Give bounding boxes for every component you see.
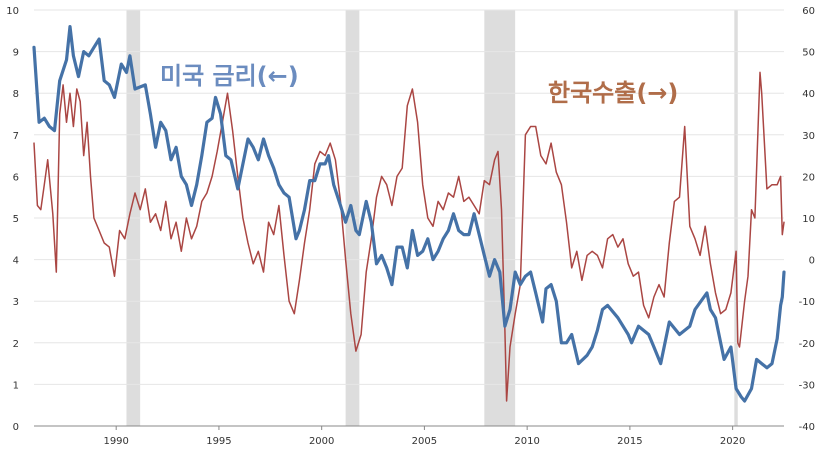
x-tick-label: 1990: [103, 436, 128, 447]
y-right-tick-label: 40: [802, 89, 815, 100]
y-right-tick-label: 0: [809, 256, 815, 267]
y-right-tick-label: 60: [802, 6, 815, 17]
x-tick-label: 2005: [412, 436, 437, 447]
annotation-exports: 한국수출(→): [548, 79, 678, 107]
y-left-tick-label: 1: [13, 380, 19, 391]
y-right-tick-label: -30: [799, 380, 815, 391]
y-right-tick-label: -20: [799, 339, 815, 350]
gridlines: [34, 9, 784, 385]
y-right-tick-label: -10: [799, 297, 815, 308]
y-left-tick-label: 8: [13, 89, 19, 100]
y-left-tick-label: 6: [13, 172, 19, 183]
x-tick-label: 2015: [617, 436, 642, 447]
x-tick-label: 2000: [309, 436, 334, 447]
y-left-tick-label: 5: [13, 214, 19, 225]
y-left-tick-label: 9: [13, 48, 19, 59]
y-left-tick-label: 4: [13, 256, 19, 267]
y-left-tick-label: 10: [6, 6, 19, 17]
series-line-rate: [32, 25, 786, 403]
x-tick-label: 2020: [720, 436, 745, 447]
y-right-tick-label: -40: [799, 422, 815, 433]
x-tick-label: 2010: [514, 436, 539, 447]
series-lines: [32, 25, 786, 403]
y-right-tick-label: 30: [802, 131, 815, 142]
x-tick-label: 1995: [206, 436, 231, 447]
y-left-tick-label: 0: [13, 422, 19, 433]
y-axis-left: 0 1 2 3 4 5 6 7 8 9 10: [6, 6, 19, 433]
y-right-tick-label: 50: [802, 48, 815, 59]
y-right-tick-label: 20: [802, 172, 815, 183]
y-left-tick-label: 7: [13, 131, 19, 142]
y-axis-right: -40 -30 -20 -10 0 10 20 30 40 50 60: [799, 6, 815, 433]
x-axis: 1990 1995 2000 2005 2010 2015 2020: [103, 426, 745, 447]
y-left-tick-label: 2: [13, 339, 19, 350]
y-left-tick-label: 3: [13, 297, 19, 308]
series-line-exports: [33, 71, 785, 402]
annotation-rate: 미국 금리(←): [160, 62, 299, 90]
y-right-tick-label: 10: [802, 214, 815, 225]
